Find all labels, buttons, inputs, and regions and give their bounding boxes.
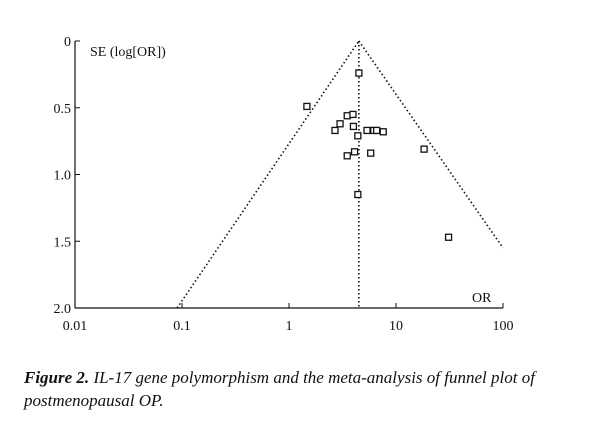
x-tick-label: 1	[286, 319, 293, 334]
data-point	[336, 120, 344, 128]
x-tick-label: 0.1	[173, 319, 191, 334]
data-point	[349, 110, 357, 119]
caption-label: Figure 2.	[24, 368, 90, 387]
data-point	[444, 233, 453, 241]
y-axis-title: SE (log[OR])	[90, 45, 166, 60]
data-point	[343, 152, 351, 160]
data-point	[420, 145, 428, 153]
x-tick-label: 0.01	[63, 319, 88, 334]
data-point	[354, 190, 362, 199]
x-tick-label: 100	[493, 319, 514, 334]
data-point	[355, 69, 363, 77]
data-point	[373, 126, 381, 135]
data-point	[379, 128, 387, 136]
data-point	[349, 122, 358, 131]
reference-line	[176, 40, 360, 309]
y-tick-label: 2.0	[54, 302, 72, 317]
chart: SE (log[OR]) OR 0 0.5 1.0 1.5 2.0 0.01 0.1 1 10 1…	[54, 35, 514, 334]
data-point	[354, 132, 362, 140]
data-point	[367, 149, 375, 157]
x-axis-title: OR	[472, 291, 492, 306]
y-tick-label: 1.0	[54, 169, 72, 184]
data-point	[331, 126, 339, 135]
data-point	[303, 102, 311, 111]
x-tick-label: 10	[389, 319, 403, 334]
reference-line	[358, 40, 504, 249]
data-point	[363, 126, 371, 135]
caption-text: IL-17 gene polymorphism and the meta-ana…	[24, 368, 535, 410]
y-tick-label: 0	[64, 35, 71, 50]
data-point	[350, 148, 359, 156]
caption: Figure 2. IL-17 gene polymorphism and th…	[24, 366, 584, 412]
y-tick-label: 1.5	[54, 235, 72, 250]
y-tick-label: 0.5	[54, 102, 72, 117]
